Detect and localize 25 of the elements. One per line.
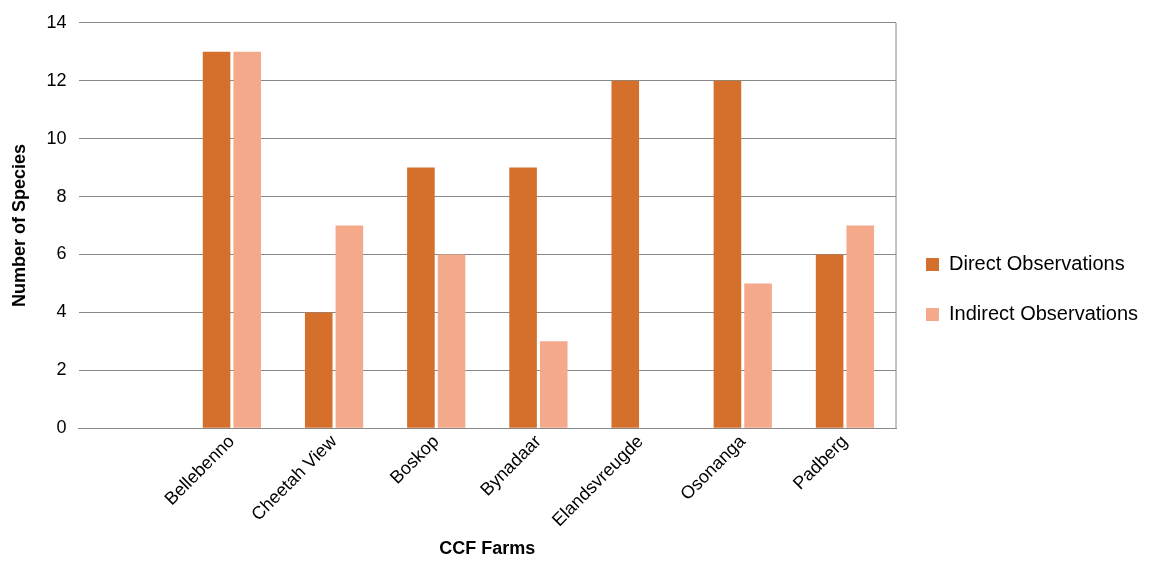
y-axis-title: Number of Species — [8, 143, 29, 308]
y-tick-label: 10 — [46, 127, 67, 148]
y-tick-label: 2 — [56, 359, 67, 380]
bar — [846, 225, 875, 428]
y-tick-label: 8 — [56, 185, 67, 206]
bar — [713, 80, 742, 428]
bar — [611, 80, 640, 428]
legend-label: Direct Observations — [949, 252, 1125, 275]
y-tick-label: 4 — [56, 301, 67, 322]
bar — [202, 51, 231, 428]
bar — [437, 254, 466, 428]
bar — [539, 341, 568, 428]
bar — [304, 312, 333, 428]
bar — [744, 283, 772, 428]
x-axis-title: CCF Farms — [439, 538, 536, 559]
y-tick-label: 6 — [56, 243, 67, 264]
y-tick-label: 12 — [46, 69, 67, 90]
bar — [815, 254, 844, 428]
y-tick-label: 14 — [46, 11, 67, 32]
bar — [335, 225, 364, 428]
bar — [509, 167, 537, 428]
legend-label: Indirect Observations — [949, 302, 1139, 325]
bar — [407, 167, 435, 428]
y-tick-label: 0 — [56, 417, 67, 438]
bar — [233, 51, 262, 428]
